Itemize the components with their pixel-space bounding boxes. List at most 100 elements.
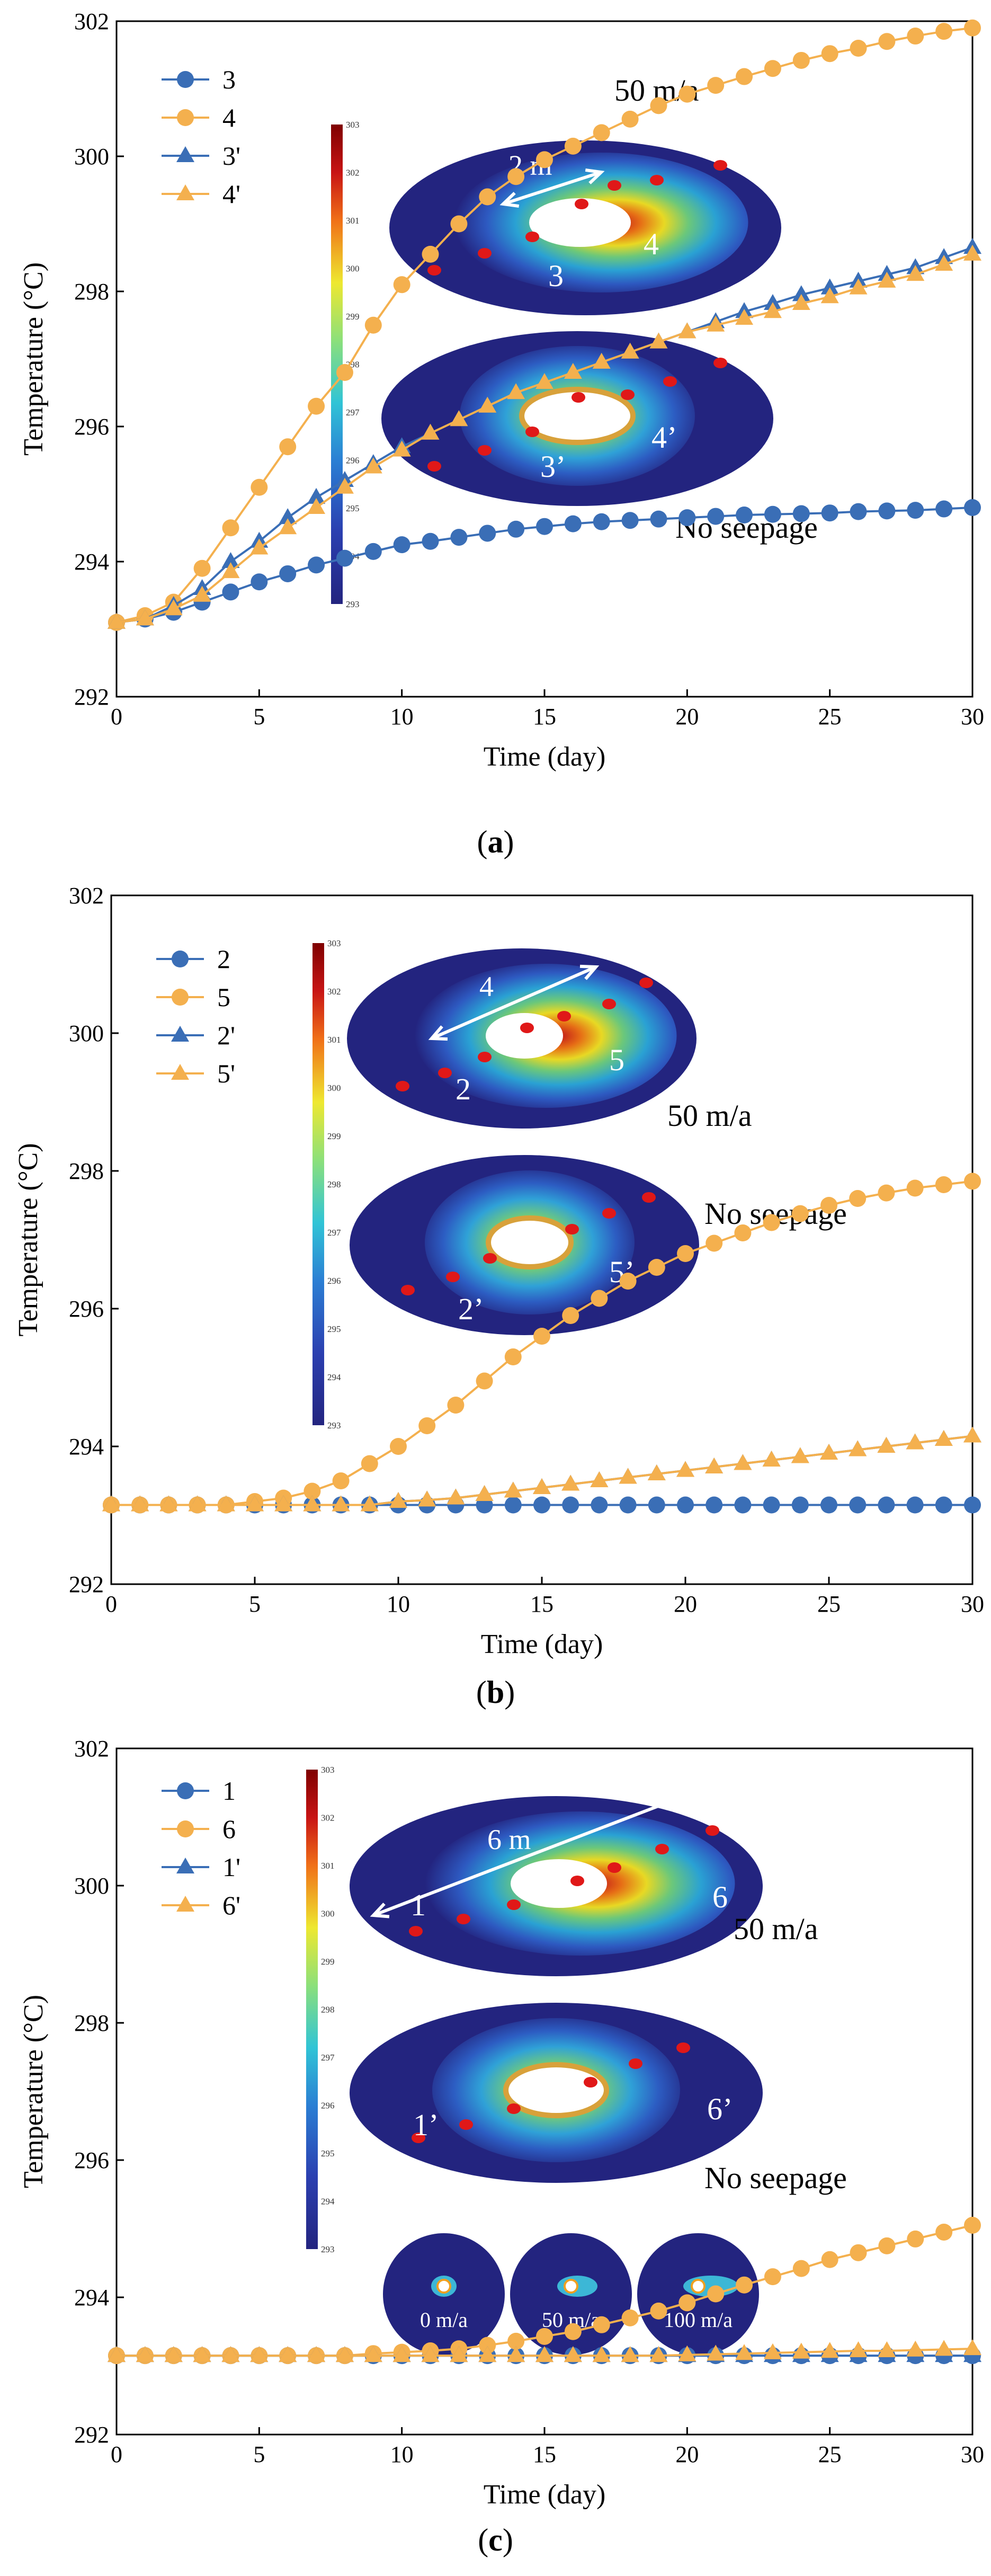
colorbar-tick-label: 296 xyxy=(327,1276,341,1286)
legend-label: 6 xyxy=(222,1814,236,1844)
distance-arrow-head xyxy=(579,964,600,980)
data-point xyxy=(791,1496,809,1514)
y-tick-label: 296 xyxy=(74,2147,109,2173)
seepage-speed-label: 50 m/a xyxy=(667,1098,752,1133)
monitor-point xyxy=(446,1272,460,1282)
point-label-left-top: 2 xyxy=(456,1072,471,1106)
colorbar-tick-label: 293 xyxy=(327,1420,341,1431)
data-point xyxy=(159,1495,178,1512)
data-point xyxy=(707,315,725,332)
data-point xyxy=(735,2344,754,2360)
data-point xyxy=(935,23,953,40)
data-point xyxy=(450,215,468,233)
legend-marker xyxy=(172,951,189,967)
data-point xyxy=(736,68,753,85)
legend: 3 4 3' 4' xyxy=(162,65,240,209)
data-point xyxy=(935,2223,953,2241)
monitor-point xyxy=(602,1208,616,1219)
distance-arrow-head xyxy=(499,192,520,208)
data-point xyxy=(707,2344,725,2361)
data-point xyxy=(763,1214,780,1231)
data-point xyxy=(364,543,382,560)
data-point xyxy=(361,1455,378,1472)
panel-label-a: (a) xyxy=(477,824,514,859)
legend-marker xyxy=(176,1896,194,1912)
data-point xyxy=(678,322,697,339)
data-point xyxy=(392,440,411,457)
velocity-label: 0 m/a xyxy=(420,2308,468,2332)
data-point xyxy=(706,1496,723,1514)
data-point xyxy=(360,1495,379,1512)
monitor-point xyxy=(642,1192,656,1203)
data-point xyxy=(734,1454,752,1470)
x-tick-label: 5 xyxy=(249,1591,261,1617)
colorbar-tick-label: 297 xyxy=(346,407,360,418)
colorbar-tick-label: 301 xyxy=(321,1861,335,1871)
data-point xyxy=(478,2346,497,2362)
data-point xyxy=(849,1496,867,1514)
legend-label: 5 xyxy=(217,982,230,1012)
data-point xyxy=(450,410,468,427)
y-tick-label: 292 xyxy=(69,1571,104,1597)
colorbar-tick-label: 302 xyxy=(327,987,341,997)
data-point xyxy=(336,364,353,381)
data-point xyxy=(762,1451,781,1467)
monitor-point xyxy=(565,1224,579,1234)
colorbar-tick-label: 296 xyxy=(346,456,360,466)
point-label-left-top: 1 xyxy=(410,1888,426,1922)
monitor-point xyxy=(438,1068,452,1078)
legend-label: 4' xyxy=(222,179,240,209)
colorbar-tick-label: 303 xyxy=(327,938,341,948)
data-point xyxy=(878,2341,896,2358)
colorbar-tick-label: 300 xyxy=(346,264,360,274)
x-axis-label: Time (day) xyxy=(481,1629,603,1659)
data-point xyxy=(621,2346,639,2362)
data-point xyxy=(450,2346,468,2362)
data-point xyxy=(964,1172,981,1190)
data-point xyxy=(479,2337,496,2354)
monitor-point xyxy=(650,175,664,185)
colorbar-tick-label: 299 xyxy=(327,1131,341,1141)
data-point xyxy=(792,505,810,522)
data-point xyxy=(251,573,268,591)
legend-label: 3 xyxy=(222,65,236,94)
legend-marker xyxy=(171,1026,189,1042)
series-4 xyxy=(108,19,981,631)
data-point xyxy=(707,77,725,94)
x-tick-label: 30 xyxy=(961,2441,984,2467)
data-point xyxy=(792,2260,810,2277)
data-point xyxy=(964,499,981,516)
y-axis-label: Temperature (°C) xyxy=(13,1143,43,1336)
x-tick-label: 0 xyxy=(105,1591,117,1617)
data-point xyxy=(303,1482,321,1500)
monitor-point xyxy=(584,2077,597,2088)
data-point xyxy=(336,549,353,567)
colorbar-tick-label: 298 xyxy=(327,1179,341,1189)
monitor-point xyxy=(478,248,492,259)
legend-label: 3' xyxy=(222,141,240,171)
data-point xyxy=(850,503,867,520)
inset-no-seepage-field xyxy=(350,1155,699,1335)
monitor-point xyxy=(520,1023,534,1033)
legend-marker xyxy=(176,1858,194,1873)
monitor-point xyxy=(570,1876,584,1886)
data-point xyxy=(878,502,896,520)
x-tick-label: 25 xyxy=(818,704,842,730)
data-point xyxy=(131,1495,149,1512)
data-point xyxy=(108,612,126,629)
data-point xyxy=(650,97,667,114)
monitor-point xyxy=(713,358,727,368)
inset-seepage-field xyxy=(350,1796,763,1976)
data-point xyxy=(279,565,297,582)
data-point xyxy=(906,1433,924,1450)
pile-hole xyxy=(529,198,631,247)
data-point xyxy=(136,2346,154,2362)
legend-marker xyxy=(172,989,189,1006)
x-tick-label: 5 xyxy=(253,2441,265,2467)
point-label-right-top: 5 xyxy=(609,1043,624,1077)
data-point xyxy=(221,562,240,579)
panel-label-b: (b) xyxy=(476,1675,515,1710)
data-point xyxy=(136,609,154,626)
data-point xyxy=(308,397,325,415)
pile-hole xyxy=(486,1013,563,1059)
